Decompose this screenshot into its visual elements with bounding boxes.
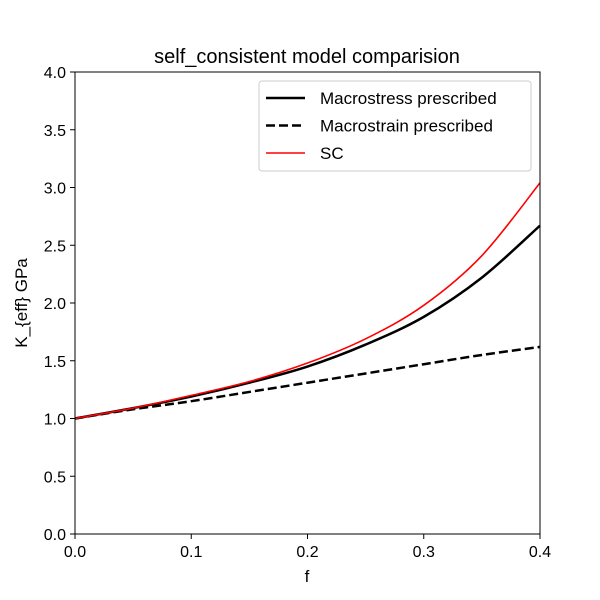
y-axis-label: K_{eff} GPa bbox=[12, 258, 31, 348]
y-tick-label: 2.5 bbox=[44, 238, 66, 255]
y-tick-label: 2.0 bbox=[44, 296, 66, 313]
y-tick-label: 3.5 bbox=[44, 123, 66, 140]
x-tick-label: 0.3 bbox=[413, 544, 435, 561]
x-axis-ticks: 0.0 0.1 0.2 0.3 0.4 bbox=[64, 534, 551, 561]
x-tick-label: 0.2 bbox=[296, 544, 318, 561]
y-tick-label: 0.0 bbox=[44, 527, 66, 544]
x-tick-label: 0.1 bbox=[180, 544, 202, 561]
legend-item-sc: SC bbox=[320, 144, 344, 163]
series-line-macrostrain bbox=[74, 345, 541, 420]
legend-item-macrostrain: Macrostrain prescribed bbox=[320, 117, 493, 136]
x-axis-label: f bbox=[305, 567, 310, 586]
y-tick-label: 3.0 bbox=[44, 181, 66, 198]
y-tick-label: 0.5 bbox=[44, 469, 66, 486]
y-tick-label: 1.0 bbox=[44, 412, 66, 429]
series-lines bbox=[74, 182, 541, 420]
legend: Macrostress prescribed Macrostrain prescr… bbox=[258, 80, 532, 172]
x-tick-label: 0.0 bbox=[64, 544, 86, 561]
chart-title: self_consistent model comparision bbox=[154, 46, 460, 68]
y-tick-label: 1.5 bbox=[44, 354, 66, 371]
series-line-sc bbox=[74, 182, 541, 420]
x-tick-label: 0.4 bbox=[529, 544, 551, 561]
y-tick-label: 4.0 bbox=[44, 65, 66, 82]
y-axis-ticks: 0.0 0.5 1.0 1.5 2.0 2.5 3.0 3.5 4.0 bbox=[44, 65, 75, 544]
plot-frame bbox=[74, 71, 541, 535]
legend-item-macrostress: Macrostress prescribed bbox=[320, 89, 497, 108]
legend-box bbox=[258, 80, 532, 172]
